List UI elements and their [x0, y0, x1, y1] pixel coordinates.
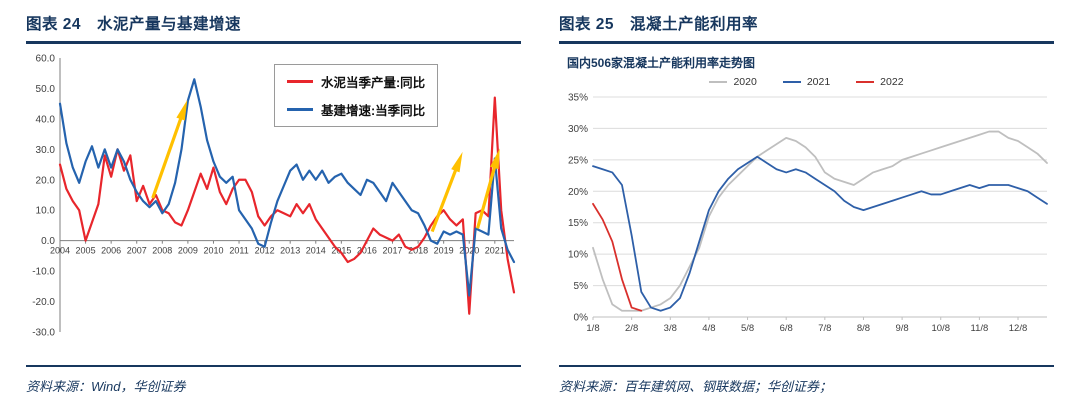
svg-text:50.0: 50.0 — [36, 84, 56, 95]
svg-text:-30.0: -30.0 — [32, 328, 55, 339]
svg-text:11/8: 11/8 — [970, 323, 988, 334]
svg-text:2019: 2019 — [434, 246, 454, 256]
svg-text:1/8: 1/8 — [586, 323, 599, 334]
svg-text:5%: 5% — [574, 281, 589, 292]
figure-24-legend: 水泥当季产量:同比 基建增速:当季同比 — [274, 64, 439, 127]
svg-text:30.0: 30.0 — [36, 145, 56, 156]
svg-text:8/8: 8/8 — [857, 323, 870, 334]
figure-24-title-rule — [26, 41, 521, 44]
svg-text:2012: 2012 — [255, 246, 275, 256]
figure-24-panel: 图表 24 水泥产量与基建增速 -30.0 -20.0 -10.0 0.0 10.0 20… — [26, 10, 521, 395]
cement-series-swatch — [287, 80, 313, 83]
svg-text:35%: 35% — [568, 93, 588, 104]
svg-text:2014: 2014 — [306, 246, 326, 256]
svg-text:10.0: 10.0 — [36, 206, 56, 217]
legend-item-2021: 2021 — [782, 76, 831, 88]
svg-text:40.0: 40.0 — [36, 114, 56, 125]
svg-text:60.0: 60.0 — [36, 54, 56, 65]
svg-text:25%: 25% — [568, 155, 588, 166]
svg-text:2008: 2008 — [152, 246, 172, 256]
svg-text:2/8: 2/8 — [625, 323, 638, 334]
figure-24-footer: 资料来源：Wind，华创证券 — [26, 365, 521, 395]
svg-text:20%: 20% — [568, 187, 588, 198]
svg-text:2013: 2013 — [280, 246, 300, 256]
legend-item-2022: 2022 — [856, 76, 904, 88]
svg-text:0%: 0% — [574, 313, 589, 324]
svg-text:6/8: 6/8 — [780, 323, 793, 334]
svg-text:2021: 2021 — [485, 246, 505, 256]
svg-text:20.0: 20.0 — [36, 175, 56, 186]
legend-item-cement: 水泥当季产量:同比 — [287, 72, 425, 91]
figure-25-source-note: 资料来源：百年建筑网、钢联数据；华创证券； — [559, 379, 833, 394]
figure-24-source-note: 资料来源：Wind，华创证券 — [26, 379, 186, 394]
svg-text:2005: 2005 — [76, 246, 96, 256]
svg-text:-10.0: -10.0 — [32, 267, 55, 278]
capacity-chart-subtitle: 国内506家混凝土产能利用率走势图 — [567, 56, 756, 70]
concrete-capacity-chart: 0% 5% 10% 15% 20% 25% 30% 35% 1/8 2/8 3/8 4/8 5/8 6/8… — [559, 89, 1054, 365]
legend-item-infra: 基建增速:当季同比 — [287, 100, 425, 119]
series-2020-swatch — [709, 81, 728, 83]
svg-text:2004: 2004 — [50, 246, 70, 256]
figure-25-panel: 图表 25 混凝土产能利用率 国内506家混凝土产能利用率走势图 2020 20… — [559, 10, 1054, 395]
series-2022-label: 2022 — [880, 76, 904, 88]
svg-text:12/8: 12/8 — [1009, 323, 1028, 334]
svg-text:2017: 2017 — [382, 246, 402, 256]
svg-text:2006: 2006 — [101, 246, 121, 256]
svg-text:2007: 2007 — [127, 246, 147, 256]
series-2021-label: 2021 — [806, 76, 831, 88]
svg-text:10%: 10% — [568, 250, 588, 261]
figure-25-title: 图表 25 混凝土产能利用率 — [559, 16, 759, 33]
figure-24-title: 图表 24 水泥产量与基建增速 — [26, 16, 242, 33]
series-2022-swatch — [856, 81, 875, 83]
svg-text:2016: 2016 — [357, 246, 377, 256]
series-2021-swatch — [782, 81, 801, 83]
svg-text:2011: 2011 — [229, 246, 248, 256]
figure-25-title-rule — [559, 41, 1054, 44]
svg-text:5/8: 5/8 — [741, 323, 754, 334]
svg-text:2015: 2015 — [331, 246, 351, 256]
svg-text:2010: 2010 — [203, 246, 223, 256]
figure-25-legend: 2020 2021 2022 — [559, 76, 1054, 88]
svg-text:-20.0: -20.0 — [32, 297, 55, 308]
svg-text:10/8: 10/8 — [931, 323, 950, 334]
svg-text:2018: 2018 — [408, 246, 428, 256]
infra-series-label: 基建增速:当季同比 — [321, 104, 426, 118]
svg-text:2020: 2020 — [459, 246, 479, 256]
svg-text:30%: 30% — [568, 124, 588, 135]
svg-text:0.0: 0.0 — [41, 236, 55, 247]
concrete-capacity-chart-canvas: 0% 5% 10% 15% 20% 25% 30% 35% 1/8 2/8 3/8 4/8 5/8 6/8… — [568, 93, 1048, 334]
infra-series-swatch — [287, 108, 313, 111]
cement-infra-chart: -30.0 -20.0 -10.0 0.0 10.0 20.0 30.0 40.0 50.0 60… — [26, 44, 521, 365]
svg-text:3/8: 3/8 — [664, 323, 677, 334]
cement-series-label: 水泥当季产量:同比 — [321, 76, 426, 90]
svg-text:7/8: 7/8 — [818, 323, 831, 334]
series-2020-label: 2020 — [733, 76, 757, 88]
figure-25-footer-rule — [559, 365, 1054, 367]
cement-infra-chart-canvas: -30.0 -20.0 -10.0 0.0 10.0 20.0 30.0 40.0 50.0 60… — [32, 54, 516, 339]
legend-item-2020: 2020 — [709, 76, 757, 88]
svg-text:4/8: 4/8 — [702, 323, 715, 334]
svg-text:2009: 2009 — [178, 246, 198, 256]
figure-25-footer: 资料来源：百年建筑网、钢联数据；华创证券； — [559, 365, 1054, 395]
svg-text:9/8: 9/8 — [895, 323, 908, 334]
figure-24-footer-rule — [26, 365, 521, 367]
svg-text:15%: 15% — [568, 218, 588, 229]
